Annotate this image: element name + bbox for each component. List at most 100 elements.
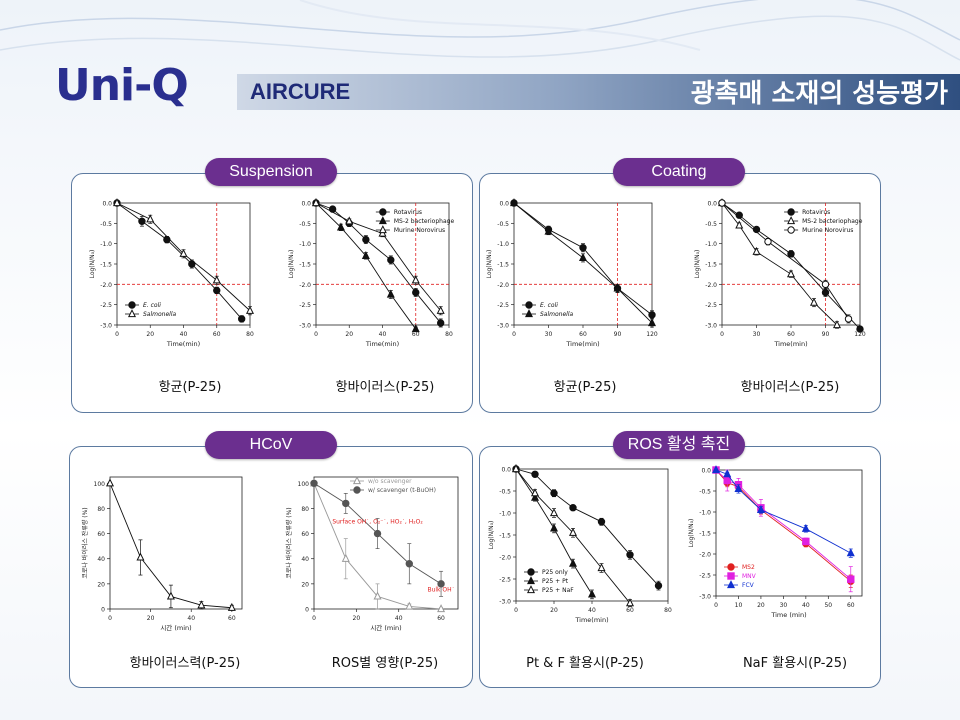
legend-label: E. coli: [143, 302, 161, 309]
legend-marker: [525, 301, 533, 309]
data-point: [112, 198, 122, 207]
legend-label: w/ scavenger (t-BuOH): [368, 487, 436, 494]
data-point: [549, 523, 559, 532]
data-point: [735, 220, 744, 229]
y-tick-label: 60: [301, 531, 309, 538]
y-tick-label: -0.5: [699, 489, 711, 496]
y-tick-label: -1.5: [499, 533, 511, 540]
series-1: [112, 198, 255, 316]
y-tick-label: 40: [97, 556, 105, 563]
legend-marker: [526, 576, 536, 585]
plot-frame: [513, 202, 653, 326]
data-point: [511, 464, 521, 473]
data-point: [386, 289, 395, 298]
plot-frame: [313, 476, 459, 610]
caption-hcov-antiviral: 항바이러스력(P-25): [129, 656, 241, 671]
data-point: [723, 476, 731, 485]
data-point: [846, 548, 855, 557]
x-axis-label: Time (min): [770, 611, 806, 619]
x-tick-label: 20: [550, 607, 558, 614]
y-tick-label: -2.5: [499, 577, 511, 584]
header-bar: [237, 74, 960, 110]
x-tick-label: 40: [588, 607, 596, 614]
x-tick-label: 40: [802, 602, 810, 609]
legend-marker: [378, 216, 387, 225]
y-tick-label: -1.0: [699, 510, 711, 517]
series-2: [711, 465, 855, 558]
data-point: [166, 591, 175, 600]
y-tick-label: -2.0: [699, 552, 711, 559]
chart-suspension-antiviral: 0.0 -0.5 -1.0 -1.5 -2.0 -2.5 -3.00 20 40 60 80 Time…: [288, 198, 454, 348]
data-point: [197, 600, 206, 609]
chart-coating-antibacterial: 0.0 -0.5 -1.0 -1.5 -2.0 -2.5 -3.00 30 60 90 120 Tim…: [486, 198, 658, 348]
data-point: [625, 598, 635, 607]
caption-ros-pt-f: Pt & F 활용시(P-25): [526, 656, 644, 671]
ros-panel: [479, 446, 881, 688]
series-2: [511, 464, 635, 608]
data-point: [786, 269, 796, 278]
y-axis-label: Log(N/N₀): [488, 521, 495, 550]
data-point: [437, 580, 445, 588]
annotation: Bulk OH˙: [427, 586, 454, 593]
data-point: [163, 235, 171, 244]
chart-ros-pt-f: 0.0 -0.5 -1.0 -1.5 -2.0 -2.5 -3.00 20 40 60 80 Time…: [488, 464, 672, 624]
data-point: [711, 465, 721, 474]
legend-label: MS2: [742, 564, 755, 571]
x-tick-label: 120: [646, 331, 658, 338]
y-tick-label: -2.5: [100, 302, 112, 309]
legend-label: MS-2 bacteriophage: [802, 218, 863, 225]
data-point: [412, 288, 420, 297]
data-point: [530, 488, 540, 497]
legend: Rotavirus MS-2 bacteriophage Murine Norovi…: [375, 208, 454, 234]
y-tick-label: -3.0: [699, 594, 711, 601]
x-tick-label: 60: [437, 615, 445, 622]
data-point: [405, 560, 413, 568]
y-tick-label: -3.0: [100, 323, 112, 330]
data-point: [752, 246, 761, 255]
y-tick-label: -1.0: [497, 241, 509, 248]
caption-suspension-antiviral: 항바이러스(P-25): [335, 380, 435, 395]
suspension-label: Suspension: [205, 158, 337, 186]
data-point: [787, 250, 795, 258]
legend-label: FCV: [742, 582, 755, 589]
y-tick-label: -1.5: [699, 531, 711, 538]
caption-coating-antiviral: 항바이러스(P-25): [740, 380, 840, 395]
data-point: [361, 250, 370, 259]
y-tick-label: 0.0: [701, 468, 711, 475]
x-axis-label: Time(min): [365, 340, 399, 348]
x-tick-label: 80: [664, 607, 672, 614]
series-0: [105, 478, 236, 611]
x-tick-label: 0: [714, 602, 718, 609]
data-point: [579, 244, 587, 252]
data-point: [136, 552, 145, 561]
data-point: [245, 305, 255, 314]
legend: MS2 MNV FCV: [724, 563, 757, 589]
data-point: [764, 237, 772, 246]
y-axis-label: Log(N/N₀): [694, 250, 701, 279]
y-tick-label: 80: [301, 506, 309, 513]
legend-label: w/o scavenger: [368, 478, 412, 485]
page-title: 광촉매 소재의 성능평가: [690, 79, 948, 109]
x-tick-label: 20: [757, 602, 765, 609]
y-tick-label: -2.5: [299, 302, 311, 309]
data-point: [341, 553, 350, 562]
y-tick-label: -1.0: [499, 511, 511, 518]
y-tick-label: -2.5: [497, 302, 509, 309]
x-tick-label: 20: [345, 331, 353, 338]
x-tick-label: 0: [115, 331, 119, 338]
series-1: [310, 479, 445, 597]
x-tick-label: 30: [545, 331, 553, 338]
legend-label: Rotavirus: [394, 209, 422, 216]
x-tick-label: 60: [626, 607, 634, 614]
data-point: [832, 320, 842, 329]
y-axis-label: Log(N/N₀): [288, 250, 295, 279]
data-point: [847, 575, 855, 583]
x-tick-label: 30: [780, 602, 788, 609]
data-point: [179, 248, 188, 257]
series-0: [113, 199, 246, 323]
y-tick-label: -1.5: [299, 262, 311, 269]
x-tick-label: 60: [213, 331, 221, 338]
legend-marker: [353, 486, 361, 494]
data-point: [734, 483, 743, 492]
data-point: [436, 305, 445, 314]
